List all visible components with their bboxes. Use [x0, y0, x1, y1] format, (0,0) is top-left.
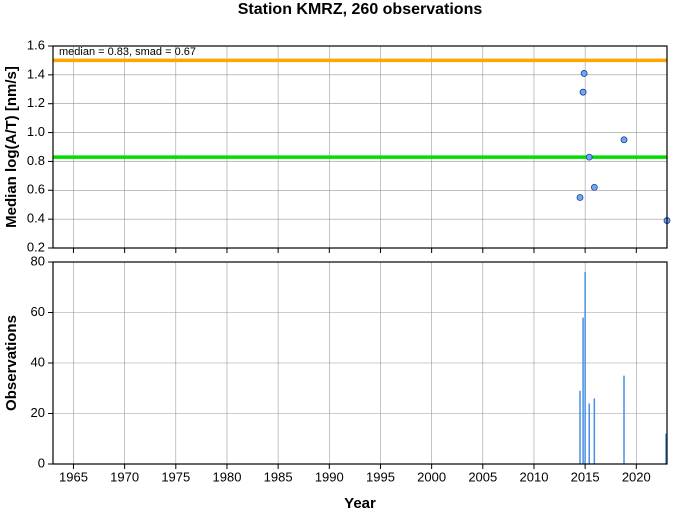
- x-tick-label: 1970: [110, 469, 139, 484]
- x-tick-label: 1975: [161, 469, 190, 484]
- x-tick-label: 2000: [417, 469, 446, 484]
- y-tick-label: 1.0: [27, 124, 45, 139]
- y-axis-label: Observations: [3, 315, 20, 411]
- bar: [582, 317, 584, 464]
- bar: [623, 375, 625, 464]
- y-tick-label: 20: [31, 405, 45, 420]
- point: [620, 136, 628, 144]
- y-axis-label: Median log(A/T) [nm/s]: [3, 66, 20, 228]
- bar: [588, 403, 590, 464]
- x-tick-label: 2020: [622, 469, 651, 484]
- y-tick-label: 0.8: [27, 153, 45, 168]
- y-tick-label: 80: [31, 253, 45, 268]
- x-axis-label: Year: [344, 495, 376, 511]
- chart-title: Station KMRZ, 260 observations: [238, 1, 483, 18]
- annotation: median = 0.83, smad = 0.67: [59, 46, 196, 58]
- point: [576, 194, 584, 201]
- y-tick-label: 1.6: [27, 37, 45, 52]
- point: [585, 153, 593, 161]
- plot-frame: [52, 261, 668, 465]
- y-tick-label: 0.6: [27, 182, 45, 197]
- y-tick-label: 1.2: [27, 95, 45, 110]
- point: [590, 183, 598, 191]
- x-tick-label: 2005: [468, 469, 497, 484]
- x-tick-label: 2015: [571, 469, 600, 484]
- bar: [584, 272, 586, 464]
- bar: [665, 433, 667, 464]
- bar: [579, 390, 581, 464]
- plot-frame: [52, 45, 668, 249]
- x-tick-label: 1980: [213, 469, 242, 484]
- y-tick-label: 1.4: [27, 66, 45, 81]
- y-tick-label: 40: [31, 354, 45, 369]
- x-tick-label: 1990: [315, 469, 344, 484]
- x-tick-label: 1965: [59, 469, 88, 484]
- point: [579, 88, 587, 96]
- y-tick-label: 0: [38, 455, 45, 470]
- x-tick-label: 2010: [520, 469, 549, 484]
- y-tick-label: 60: [31, 304, 45, 319]
- point: [580, 70, 588, 77]
- x-tick-label: 1995: [366, 469, 395, 484]
- y-tick-label: 0.2: [27, 239, 45, 254]
- bar: [593, 398, 596, 464]
- x-tick-label: 1985: [264, 469, 293, 484]
- y-tick-label: 0.4: [27, 211, 45, 226]
